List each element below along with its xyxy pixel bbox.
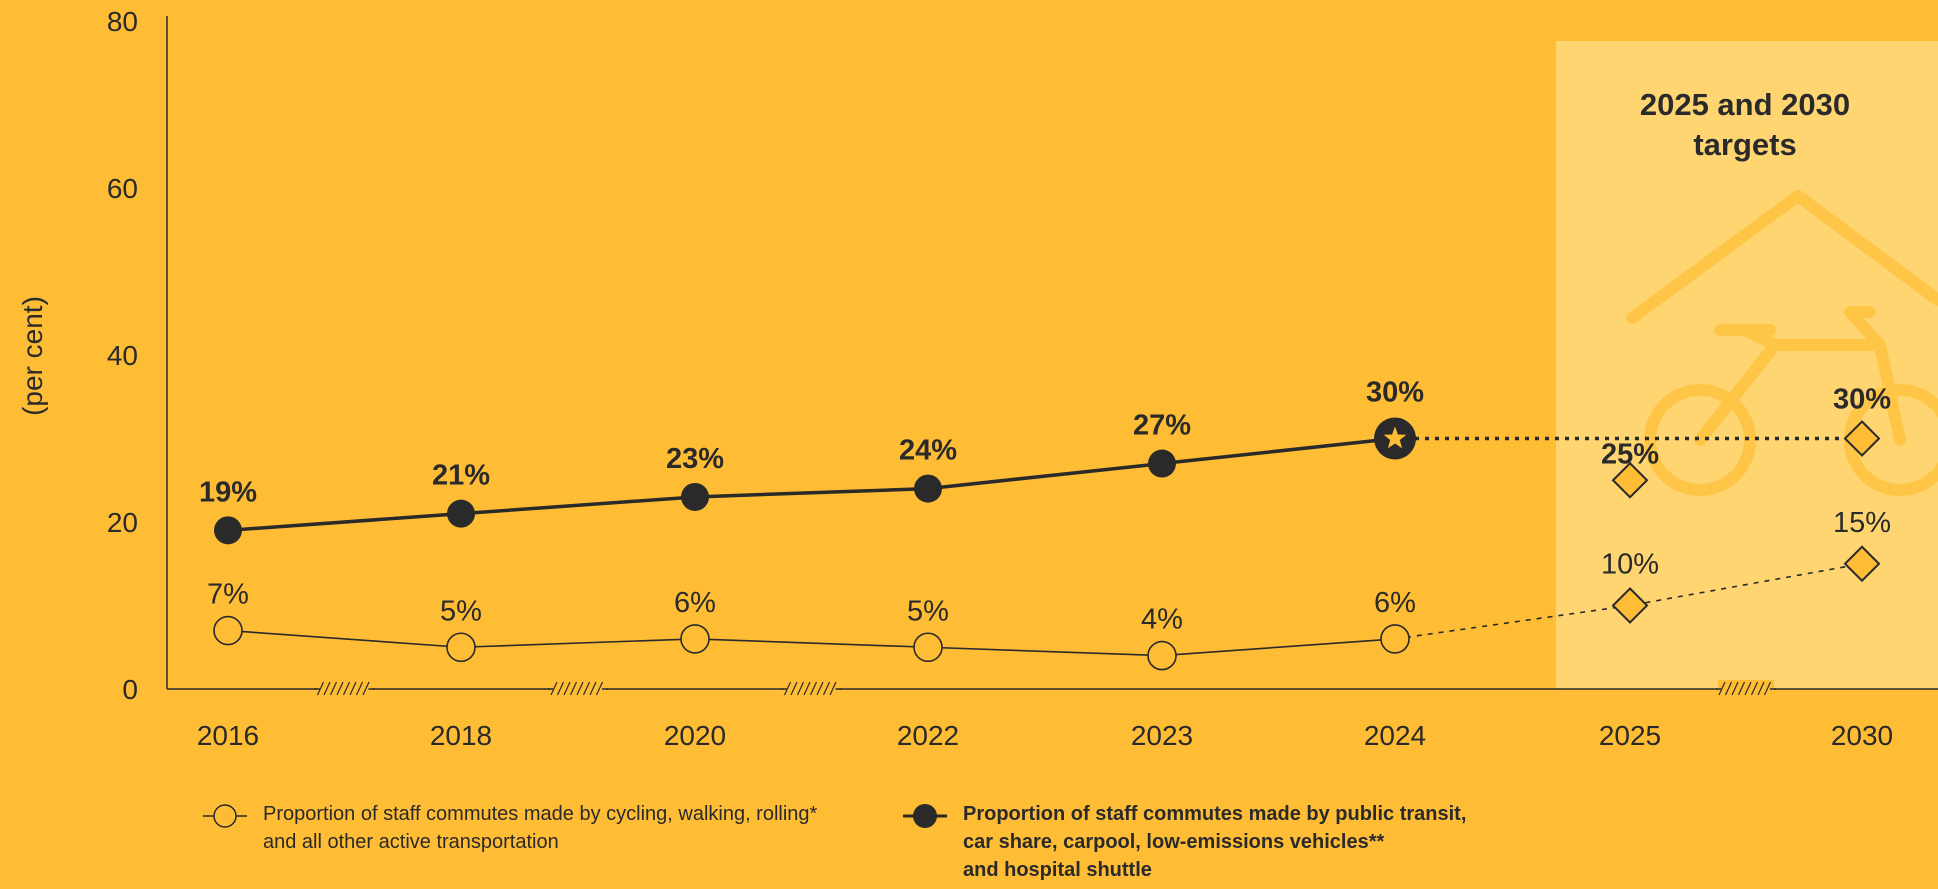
axis-break-tick xyxy=(1757,681,1765,696)
data-label: 24% xyxy=(899,435,957,467)
x-tick-label: 2030 xyxy=(1831,720,1893,751)
x-tick-label: 2022 xyxy=(897,720,959,751)
data-label: 4% xyxy=(1141,604,1183,636)
filled-circle-marker xyxy=(214,516,242,545)
axis-break-tick xyxy=(803,681,811,696)
axis-break-marks xyxy=(548,680,608,698)
series-line-active-transportation xyxy=(227,629,1396,657)
data-label: 7% xyxy=(207,579,249,611)
open-circle-marker xyxy=(1380,624,1410,654)
y-axis-label: (per cent) xyxy=(17,296,48,416)
target-diamond-marker xyxy=(1611,461,1649,499)
axis-break-tick xyxy=(556,681,565,696)
target-panel-title-line-1: 2025 and 2030 xyxy=(1640,87,1850,122)
axis-break-tick xyxy=(790,681,798,696)
axis-break-tick xyxy=(569,681,578,696)
axis-break-gap xyxy=(550,680,606,698)
axis-break-tick xyxy=(829,681,837,696)
filled-circle-marker-icon xyxy=(903,804,947,828)
target-diamond-marker xyxy=(1843,420,1881,457)
axis-break-tick xyxy=(362,681,370,696)
y-tick-label: 80 xyxy=(107,6,138,37)
filled-circle-marker xyxy=(681,482,709,511)
axis-break-tick xyxy=(329,681,338,696)
axis-break-tick xyxy=(796,681,805,696)
axis-break-tick xyxy=(589,681,597,696)
open-circle-marker xyxy=(913,632,943,663)
x-tick-label: 2024 xyxy=(1364,720,1426,751)
data-label: 30% xyxy=(1366,377,1424,409)
axis-break-gap xyxy=(783,680,840,698)
axis-break-tick xyxy=(822,681,831,696)
axis-break-tick xyxy=(349,681,357,696)
axis-break-marks xyxy=(314,680,375,698)
star-icon xyxy=(1383,426,1407,449)
legend-filled-line-1: Proportion of staff commutes made by pub… xyxy=(963,803,1467,825)
data-label: 6% xyxy=(674,587,716,619)
legend-open-line-2: and all other active transportation xyxy=(263,831,559,853)
x-tick-label: 2025 xyxy=(1599,720,1661,751)
data-label: 30% xyxy=(1833,384,1891,416)
target-panel-title-line-2: targets xyxy=(1693,127,1796,162)
x-tick-label: 2016 xyxy=(197,720,259,751)
x-tick-label: 2018 xyxy=(430,720,492,751)
data-label: 27% xyxy=(1133,410,1191,442)
y-tick-label: 40 xyxy=(107,340,138,371)
axis-break-tick xyxy=(336,681,344,696)
data-label: 21% xyxy=(432,460,490,492)
axis-break-marks xyxy=(781,680,842,698)
axis-break-gap xyxy=(316,680,373,698)
target-panel xyxy=(1556,41,1938,689)
open-circle-marker xyxy=(446,632,476,663)
axis-break-tick xyxy=(1744,681,1752,696)
axis-break-tick xyxy=(1731,681,1739,696)
data-label: 5% xyxy=(440,595,482,627)
axis-break-tick xyxy=(582,681,591,696)
axis-break-tick xyxy=(1763,681,1772,696)
axis-break-tick xyxy=(1737,681,1746,696)
data-label: 25% xyxy=(1601,438,1659,470)
axis-break-tick xyxy=(323,681,331,696)
target-diamond-marker xyxy=(1843,545,1881,583)
target-projection-line xyxy=(1394,562,1863,640)
data-label: 10% xyxy=(1601,549,1659,581)
y-tick-label: 0 xyxy=(122,674,138,705)
data-label: 15% xyxy=(1833,507,1891,539)
y-tick-label: 20 xyxy=(107,507,138,538)
axis-break-tick xyxy=(576,681,584,696)
legend-open-line-1: Proportion of staff commutes made by cyc… xyxy=(263,803,818,825)
target-diamond-marker xyxy=(1611,587,1649,624)
axis-break-tick xyxy=(1750,681,1759,696)
x-tick-label: 2023 xyxy=(1131,720,1193,751)
axis-break-gap xyxy=(1718,680,1774,698)
filled-circle-marker xyxy=(914,474,942,503)
data-label: 23% xyxy=(666,443,724,475)
legend-filled-line-3: and hospital shuttle xyxy=(963,859,1152,881)
x-tick-label: 2020 xyxy=(664,720,726,751)
open-circle-marker xyxy=(680,624,710,654)
y-tick-label: 60 xyxy=(107,173,138,204)
axis-break-tick xyxy=(809,681,818,696)
axis-break-tick xyxy=(563,681,571,696)
axis-break-tick xyxy=(1724,681,1733,696)
series-line-public-transit xyxy=(227,436,1396,533)
data-label: 19% xyxy=(199,476,257,508)
legend-filled-line-2: car share, carpool, low-emissions vehicl… xyxy=(963,831,1385,853)
filled-circle-marker xyxy=(1148,449,1176,478)
axis-break-marks xyxy=(1716,680,1776,698)
axis-break-tick xyxy=(342,681,351,696)
data-label: 5% xyxy=(907,595,949,627)
filled-circle-marker xyxy=(447,499,475,528)
axis-break-tick xyxy=(355,681,364,696)
open-circle-marker xyxy=(1147,640,1177,671)
axis-break-tick xyxy=(816,681,824,696)
open-circle-marker-icon xyxy=(203,804,247,828)
data-label: 6% xyxy=(1374,587,1416,619)
open-circle-marker xyxy=(213,615,243,646)
axis-break-tick xyxy=(595,681,604,696)
